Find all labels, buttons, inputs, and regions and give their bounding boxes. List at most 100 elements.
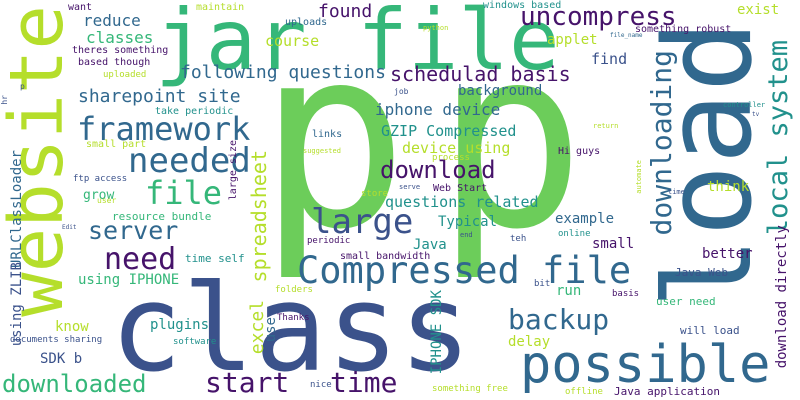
word-plugins: plugins: [150, 317, 210, 333]
word-small-bandwidth: small bandwidth: [340, 251, 431, 262]
word-time-self: time self: [185, 252, 245, 265]
word-python: python: [423, 24, 449, 32]
word-know: know: [55, 319, 89, 335]
word-spreadsheet: spreadsheet: [247, 150, 271, 283]
word-automate: automate: [635, 160, 643, 194]
word-applet: applet: [547, 32, 598, 48]
word-nice: nice: [310, 380, 332, 390]
word-sharepoint-site: sharepoint site: [78, 86, 241, 107]
word-thanks: Thanks: [277, 313, 310, 323]
word-large-size: large size: [228, 140, 239, 201]
word-example: example: [555, 211, 615, 227]
word-download: download: [380, 156, 496, 184]
word-serve: serve: [399, 183, 421, 191]
word-something-robust: something robust: [635, 24, 732, 35]
word-return: return: [593, 122, 619, 130]
word-take-periodic: take periodic: [155, 106, 234, 117]
word-resource-bundle: resource bundle: [112, 210, 212, 223]
word-something-free: something free: [432, 384, 508, 394]
word-small-part: small part: [86, 139, 147, 150]
word-uncompress: uncompress: [520, 2, 677, 32]
word-exist: exist: [737, 2, 780, 18]
word-p-large-2: p: [435, 0, 586, 284]
word-questions-related: questions related: [385, 193, 539, 211]
word-time: time: [330, 366, 398, 399]
word-backup: backup: [508, 303, 610, 336]
word-better: better: [702, 246, 753, 262]
word-want: want: [68, 2, 93, 13]
word-following-questions: following questions: [180, 62, 386, 83]
word-periodic: periodic: [307, 236, 351, 246]
word-controller: controller: [723, 101, 766, 109]
word-use: use: [263, 317, 279, 343]
word-teh: teh: [510, 234, 527, 244]
word-needed: needed: [128, 141, 251, 181]
word-java-application: Java application: [614, 385, 720, 398]
word-end: end: [460, 231, 473, 239]
word-downloaded: downloaded: [2, 370, 147, 398]
word-iphone-sdk: IPHONE SDK: [429, 290, 445, 375]
word-local-system: local system: [763, 40, 794, 236]
word-user-need: user need: [656, 295, 716, 308]
word-run: run: [556, 283, 582, 299]
word-delay: delay: [508, 334, 551, 350]
word-windows-based: windows based: [483, 0, 562, 11]
word-p-large-1: p: [258, 0, 409, 284]
word-download-directly: download directly: [774, 225, 790, 369]
word-uploaded: uploaded: [103, 70, 147, 80]
word-need: need: [104, 242, 177, 277]
word-find: find: [591, 50, 628, 68]
word-reduce: reduce: [83, 11, 141, 30]
word-found: found: [318, 1, 373, 22]
word-start: start: [205, 366, 290, 399]
word-device-using: device using: [402, 139, 511, 157]
word-based-though: based though: [78, 57, 151, 68]
word-documents-sharing: documents sharing: [10, 335, 103, 345]
word-time-small: time: [668, 188, 685, 196]
word-edit: Edit: [62, 224, 77, 231]
word-jar-file: jar file: [155, 0, 560, 89]
word-online: online: [558, 229, 591, 239]
word-theres-something: theres something: [72, 45, 169, 56]
word-tv: tv: [752, 111, 760, 118]
word-possible: possible: [520, 335, 771, 395]
word-compressed-file: Compressed file: [297, 249, 632, 292]
word-framework: framework: [77, 110, 251, 148]
word-think: think: [707, 179, 750, 195]
word-iphone-device: iphone device: [375, 100, 501, 119]
word-hi-guys: Hi guys: [558, 146, 601, 157]
word-bit: bit: [534, 279, 551, 289]
word-classes: classes: [86, 28, 154, 47]
word-software: software: [173, 337, 217, 347]
word-urlclassloader: URLClassLoader: [9, 150, 25, 269]
word-downloading: downloading: [645, 50, 678, 236]
word-store: store: [361, 189, 389, 199]
word-will-load: will load: [680, 324, 740, 337]
word-file: file: [145, 174, 223, 212]
word-background: background: [458, 83, 543, 99]
word-server: server: [88, 216, 179, 245]
word-suggested: suggested: [303, 147, 341, 155]
word-java-web: Java Web: [675, 266, 728, 279]
word-user: user: [97, 196, 117, 205]
word-folders: folders: [275, 285, 313, 295]
word-typical: Typical: [438, 214, 498, 230]
word-p-small: p: [20, 82, 25, 91]
word-using-zlib: using ZLIB: [9, 262, 25, 347]
word-course: course: [265, 32, 320, 50]
word-gzip-compressed: GZIP Compressed: [381, 122, 517, 140]
word-ftp-access: ftp access: [73, 174, 128, 184]
word-sdk-b: SDK b: [40, 351, 83, 367]
word-offline: offline: [565, 387, 603, 397]
word-maintain: maintain: [196, 2, 245, 13]
word-large: large: [311, 202, 414, 242]
word-using-iphone: using IPHONE: [78, 272, 180, 288]
word-links: links: [312, 129, 343, 140]
word-job: job: [394, 87, 409, 96]
word-uploads: uploads: [285, 17, 328, 28]
word-grow: grow: [83, 188, 115, 203]
word-file-name: file_name: [610, 32, 643, 39]
word-basis: basis: [612, 289, 640, 299]
word-process: process: [432, 153, 470, 163]
